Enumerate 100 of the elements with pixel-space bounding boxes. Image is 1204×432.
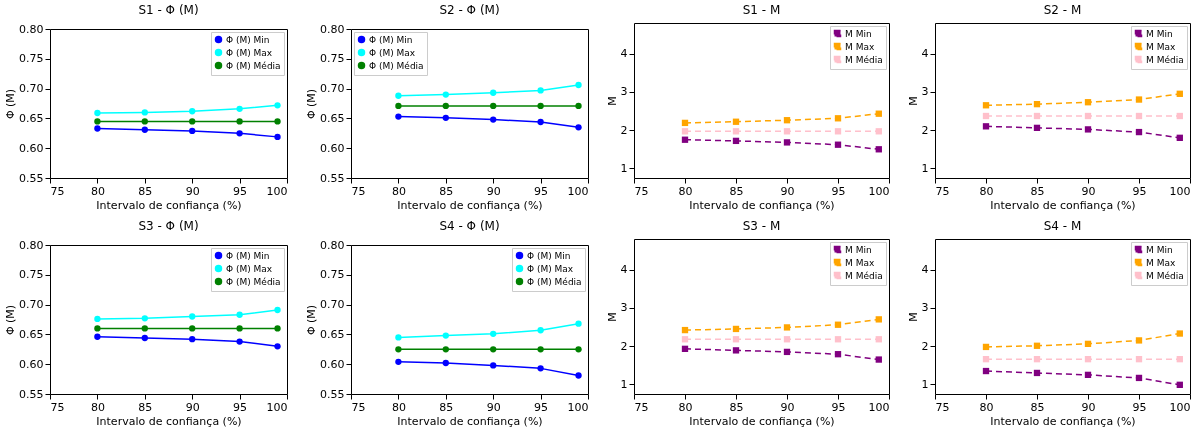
chart-title: S1 - M — [742, 3, 781, 17]
x-tick-label: 80 — [90, 184, 105, 198]
x-tick-label: 80 — [391, 184, 406, 198]
x-tick-label: 95 — [831, 184, 846, 198]
y-tick-label: 0.60 — [320, 141, 345, 155]
x-tick-label: 95 — [1132, 400, 1147, 414]
chart-title: S4 - M — [1043, 219, 1082, 233]
y-axis-title: M — [605, 312, 619, 322]
x-tick-label: 85 — [729, 400, 744, 414]
legend-label: Φ (M) Max — [369, 47, 416, 58]
y-tick-label: 0.55 — [19, 387, 44, 401]
y-tick-label: 3 — [620, 85, 628, 99]
x-tick-label: 100 — [868, 184, 890, 198]
legend-label: Φ (M) Max — [226, 263, 273, 274]
x-axis-title: Intervalo de confiança (%) — [96, 198, 242, 212]
x-tick-label: 80 — [979, 400, 994, 414]
y-tick-label: 0.55 — [320, 387, 345, 401]
x-tick-label: 95 — [233, 400, 248, 414]
y-tick-label: 0.65 — [19, 111, 44, 125]
legend-label: Φ (M) Min — [527, 250, 571, 261]
x-tick-label: 85 — [138, 184, 153, 198]
x-tick-label: 75 — [935, 400, 950, 414]
x-tick-label: 90 — [780, 400, 795, 414]
x-tick-label: 90 — [780, 184, 795, 198]
y-tick-label: 0.80 — [320, 22, 345, 36]
x-tick-label: 85 — [729, 184, 744, 198]
y-tick-label: 0.80 — [19, 238, 44, 252]
legend-label: M Min — [1146, 244, 1173, 255]
y-tick-label: 0.65 — [320, 327, 345, 341]
x-tick-label: 100 — [567, 184, 589, 198]
y-tick-label: 0.75 — [320, 52, 345, 66]
legend-label: Φ (M) Média — [226, 276, 281, 287]
y-axis-title: Φ (M) — [305, 304, 319, 336]
legend-label: Φ (M) Min — [226, 34, 270, 45]
y-tick-label: 4 — [620, 263, 628, 277]
legend-label: M Max — [1146, 257, 1176, 268]
legend-label: Φ (M) Min — [369, 34, 413, 45]
y-tick-label: 0.65 — [320, 111, 345, 125]
y-tick-label: 4 — [921, 263, 929, 277]
x-tick-label: 90 — [185, 400, 200, 414]
x-tick-label: 75 — [351, 184, 366, 198]
x-tick-label: 80 — [678, 400, 693, 414]
y-axis-title: Φ (M) — [305, 88, 319, 120]
x-tick-label: 85 — [138, 400, 153, 414]
x-axis-title: Intervalo de confiança (%) — [397, 414, 543, 428]
legend-label: M Min — [845, 28, 872, 39]
y-tick-label: 0.75 — [19, 52, 44, 66]
y-tick-label: 0.60 — [19, 357, 44, 371]
x-axis-title: Intervalo de confiança (%) — [990, 414, 1136, 428]
y-tick-label: 0.70 — [19, 298, 44, 312]
x-tick-label: 95 — [831, 400, 846, 414]
x-tick-label: 80 — [979, 184, 994, 198]
x-axis-title: Intervalo de confiança (%) — [397, 198, 543, 212]
y-tick-label: 4 — [921, 47, 929, 61]
y-tick-label: 3 — [921, 85, 929, 99]
x-tick-label: 100 — [868, 400, 890, 414]
legend-label: Φ (M) Média — [226, 60, 281, 71]
x-tick-label: 100 — [567, 400, 589, 414]
legend-label: M Min — [845, 244, 872, 255]
y-axis-title: Φ (M) — [4, 88, 18, 120]
x-tick-label: 90 — [1081, 400, 1096, 414]
y-tick-label: 0.80 — [320, 238, 345, 252]
x-tick-label: 80 — [678, 184, 693, 198]
x-axis-title: Intervalo de confiança (%) — [990, 198, 1136, 212]
y-axis-title: M — [906, 96, 920, 106]
legend-label: M Max — [845, 41, 875, 52]
x-tick-label: 80 — [90, 400, 105, 414]
x-tick-label: 100 — [266, 400, 288, 414]
legend-label: Φ (M) Média — [527, 276, 582, 287]
x-tick-label: 75 — [935, 184, 950, 198]
x-tick-label: 90 — [486, 184, 501, 198]
y-axis-title: M — [605, 96, 619, 106]
x-tick-label: 95 — [534, 400, 549, 414]
legend-label: Φ (M) Max — [527, 263, 574, 274]
chart-title: S2 - M — [1043, 3, 1082, 17]
y-tick-label: 0.75 — [19, 268, 44, 282]
x-tick-label: 90 — [486, 400, 501, 414]
chart-title: S3 - Φ (M) — [138, 219, 199, 233]
x-tick-label: 75 — [351, 400, 366, 414]
y-tick-label: 1 — [620, 161, 628, 175]
legend-label: M Média — [1146, 270, 1184, 281]
x-tick-label: 75 — [634, 400, 649, 414]
y-tick-label: 3 — [921, 301, 929, 315]
y-tick-label: 0.70 — [320, 298, 345, 312]
legend-label: M Min — [1146, 28, 1173, 39]
legend-label: M Max — [845, 257, 875, 268]
x-axis-title: Intervalo de confiança (%) — [96, 414, 242, 428]
x-tick-label: 95 — [1132, 184, 1147, 198]
x-tick-label: 95 — [534, 184, 549, 198]
legend-label: M Média — [1146, 54, 1184, 65]
y-tick-label: 0.75 — [320, 268, 345, 282]
y-tick-label: 0.55 — [19, 171, 44, 185]
x-tick-label: 100 — [1169, 400, 1191, 414]
x-tick-label: 85 — [1030, 400, 1045, 414]
y-tick-label: 0.60 — [19, 141, 44, 155]
y-axis-title: Φ (M) — [4, 304, 18, 336]
y-tick-label: 0.70 — [320, 82, 345, 96]
x-tick-label: 90 — [185, 184, 200, 198]
x-axis-title: Intervalo de confiança (%) — [689, 414, 835, 428]
y-tick-label: 2 — [921, 339, 929, 353]
